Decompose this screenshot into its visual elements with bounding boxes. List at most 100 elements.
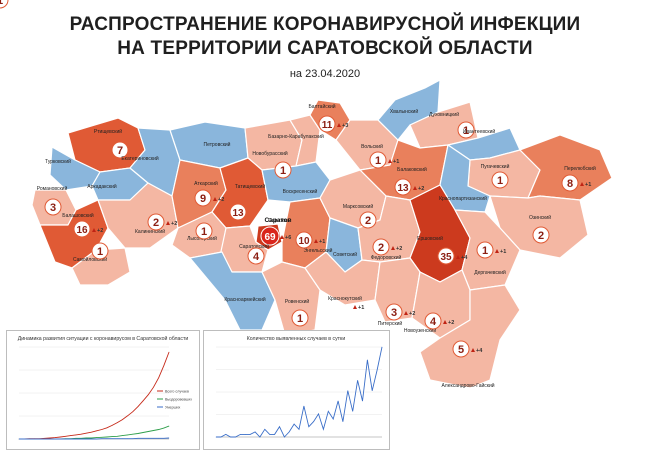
district-17-name: Калининский <box>135 228 165 235</box>
district-36-count-badge <box>385 303 403 321</box>
district-14-name: Романовский <box>37 185 68 192</box>
data-point <box>111 425 113 426</box>
district-25-name: Саратов <box>268 218 288 224</box>
data-point <box>91 437 92 439</box>
data-point <box>220 436 222 438</box>
district-32-count-badge <box>476 241 494 259</box>
district-30-delta: +2 <box>396 246 402 252</box>
legend-label: Всего случаев <box>165 390 189 394</box>
data-point <box>318 413 319 415</box>
district-18-delta-arrow-icon <box>213 197 217 201</box>
data-point <box>80 433 82 435</box>
district-30-count-badge <box>372 238 390 256</box>
series-line-1 <box>19 425 170 440</box>
district-23-name: Краснопартизанский <box>439 195 487 202</box>
district-37-name: Новоузенский <box>404 327 436 334</box>
data-point <box>111 438 113 439</box>
district-10-name: Духовницкий <box>429 111 459 118</box>
data-point <box>235 436 236 438</box>
data-point <box>313 421 314 422</box>
data-point <box>158 377 159 378</box>
district-32-delta-arrow-icon <box>495 249 499 253</box>
data-point <box>274 434 275 435</box>
district-37-delta-arrow-icon <box>443 320 447 324</box>
data-point <box>337 400 339 402</box>
district-31-name: Ершовский <box>417 235 443 242</box>
district-7-delta: +3 <box>342 123 348 129</box>
data-point <box>142 400 144 402</box>
district-32-delta: +1 <box>500 249 506 255</box>
district-25-count: 69 <box>264 232 276 243</box>
data-point <box>168 425 170 427</box>
district-13-count-badge <box>561 174 579 192</box>
district-38-name: Александрово-Гайский <box>441 382 494 389</box>
district-27-delta-arrow-icon <box>314 239 318 243</box>
city-saratov-name: Саратов <box>264 217 291 224</box>
data-point <box>328 411 329 412</box>
data-point <box>332 418 334 420</box>
data-point <box>158 438 159 439</box>
data-point <box>168 437 170 439</box>
district-1-name: Турковский <box>45 158 71 165</box>
data-point <box>240 434 241 435</box>
data-point <box>142 438 144 439</box>
data-point <box>132 438 134 439</box>
district-10-count: 1 <box>463 125 469 137</box>
district-29-count: 1 <box>0 0 3 7</box>
data-point <box>127 415 128 417</box>
district-31-count-badge <box>437 247 455 265</box>
data-point <box>371 390 373 391</box>
district-19-name: Татищевский <box>235 183 266 190</box>
district-7-delta-arrow-icon <box>337 123 341 127</box>
district-6-name: Базарно-Карабулакский <box>268 133 324 140</box>
district-28-count-badge <box>359 211 377 229</box>
district-36-delta-arrow-icon <box>404 311 408 315</box>
data-point <box>142 432 144 433</box>
data-point <box>117 422 118 423</box>
district-30-count: 2 <box>378 242 384 254</box>
data-point <box>85 432 87 434</box>
data-point <box>376 369 378 371</box>
district-17-delta: +2 <box>171 221 177 227</box>
district-12-count-badge <box>491 171 509 189</box>
district-37-count-badge <box>424 312 442 330</box>
district-35-delta: +1 <box>358 305 364 311</box>
district-19-count-badge <box>229 203 247 221</box>
district-33-name: Красноармейский <box>224 296 266 303</box>
district-8-count: 1 <box>375 155 381 167</box>
district-32-count: 1 <box>482 245 488 257</box>
data-point <box>323 429 324 430</box>
district-22-count: 13 <box>397 183 409 194</box>
district-28-name: Марксовский <box>343 203 373 210</box>
district-13-delta-arrow-icon <box>580 182 584 186</box>
data-point <box>75 438 77 440</box>
report-date: на 23.04.2020 <box>289 68 361 80</box>
data-point <box>49 437 51 439</box>
district-shapes <box>31 79 613 389</box>
data-point <box>34 438 35 440</box>
district-0-count-badge <box>111 141 129 159</box>
data-point <box>163 427 165 429</box>
district-21-name: Воскресенский <box>283 188 318 195</box>
data-point <box>96 437 97 438</box>
data-point <box>117 438 118 439</box>
district-12-name: Пугачевский <box>481 163 510 170</box>
district-27-delta: +1 <box>319 239 325 245</box>
data-point <box>153 438 154 439</box>
data-point <box>249 434 251 435</box>
data-point <box>44 438 46 439</box>
district-16-name: Самойловский <box>73 256 107 263</box>
data-point <box>49 438 51 440</box>
data-point <box>101 429 103 430</box>
data-point <box>259 436 261 438</box>
data-point <box>127 438 128 439</box>
data-point <box>269 434 270 435</box>
district-31-delta-arrow-icon <box>456 255 460 259</box>
district-22-delta-arrow-icon <box>413 186 417 190</box>
district-7-name: Балтайский <box>308 103 335 110</box>
district-38-delta: +4 <box>476 348 483 354</box>
data-point <box>245 434 246 435</box>
district-13-delta: +1 <box>585 182 591 188</box>
data-point <box>137 406 139 407</box>
